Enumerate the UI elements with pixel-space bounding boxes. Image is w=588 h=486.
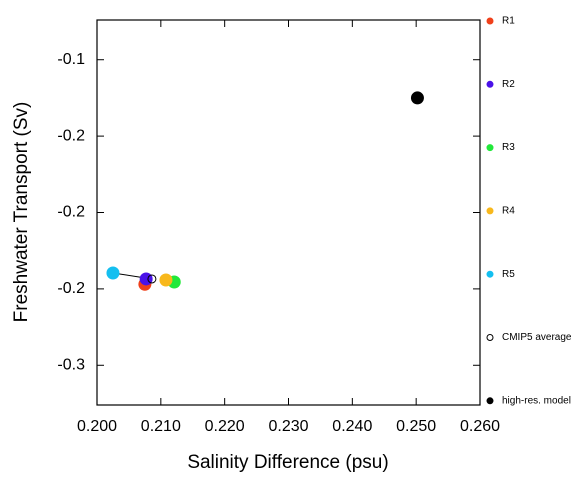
- x-tick-label: 0.210: [141, 418, 181, 435]
- y-tick-label: -0.1: [57, 51, 85, 68]
- y-tick-label: -0.2: [57, 204, 85, 221]
- x-tick-label: 0.240: [332, 418, 372, 435]
- legend-marker: [486, 397, 494, 405]
- legend-label: R2: [502, 79, 515, 90]
- y-tick-label: -0.2: [57, 127, 85, 144]
- y-tick-label: -0.3: [57, 356, 85, 373]
- legend-label: R5: [502, 269, 515, 280]
- legend-marker: [486, 144, 494, 152]
- y-axis-title: Freshwater Transport (Sv): [11, 102, 32, 323]
- legend-label: R1: [502, 16, 515, 27]
- legend-marker: [486, 17, 494, 25]
- x-axis-title: Salinity Difference (psu): [187, 452, 388, 473]
- data-point: [147, 274, 157, 284]
- legend-label: R4: [502, 206, 515, 217]
- data-point: [106, 266, 120, 280]
- x-tick-label: 0.250: [396, 418, 436, 435]
- y-tick-label: -0.2: [57, 280, 85, 297]
- legend-marker: [486, 270, 494, 278]
- legend-label: R3: [502, 142, 515, 153]
- data-point: [410, 91, 424, 105]
- x-tick-label: 0.220: [205, 418, 245, 435]
- legend-label: high-res. model: [502, 395, 571, 406]
- x-tick-label: 0.260: [460, 418, 500, 435]
- plot-frame: [96, 19, 481, 406]
- legend-marker: [486, 207, 494, 215]
- legend-marker: [486, 80, 494, 88]
- x-tick-label: 0.200: [77, 418, 117, 435]
- legend-label: CMIP5 average: [502, 332, 572, 343]
- legend-marker: [486, 334, 494, 341]
- x-tick-label: 0.230: [268, 418, 308, 435]
- data-point: [159, 273, 173, 287]
- data-point: [139, 272, 153, 286]
